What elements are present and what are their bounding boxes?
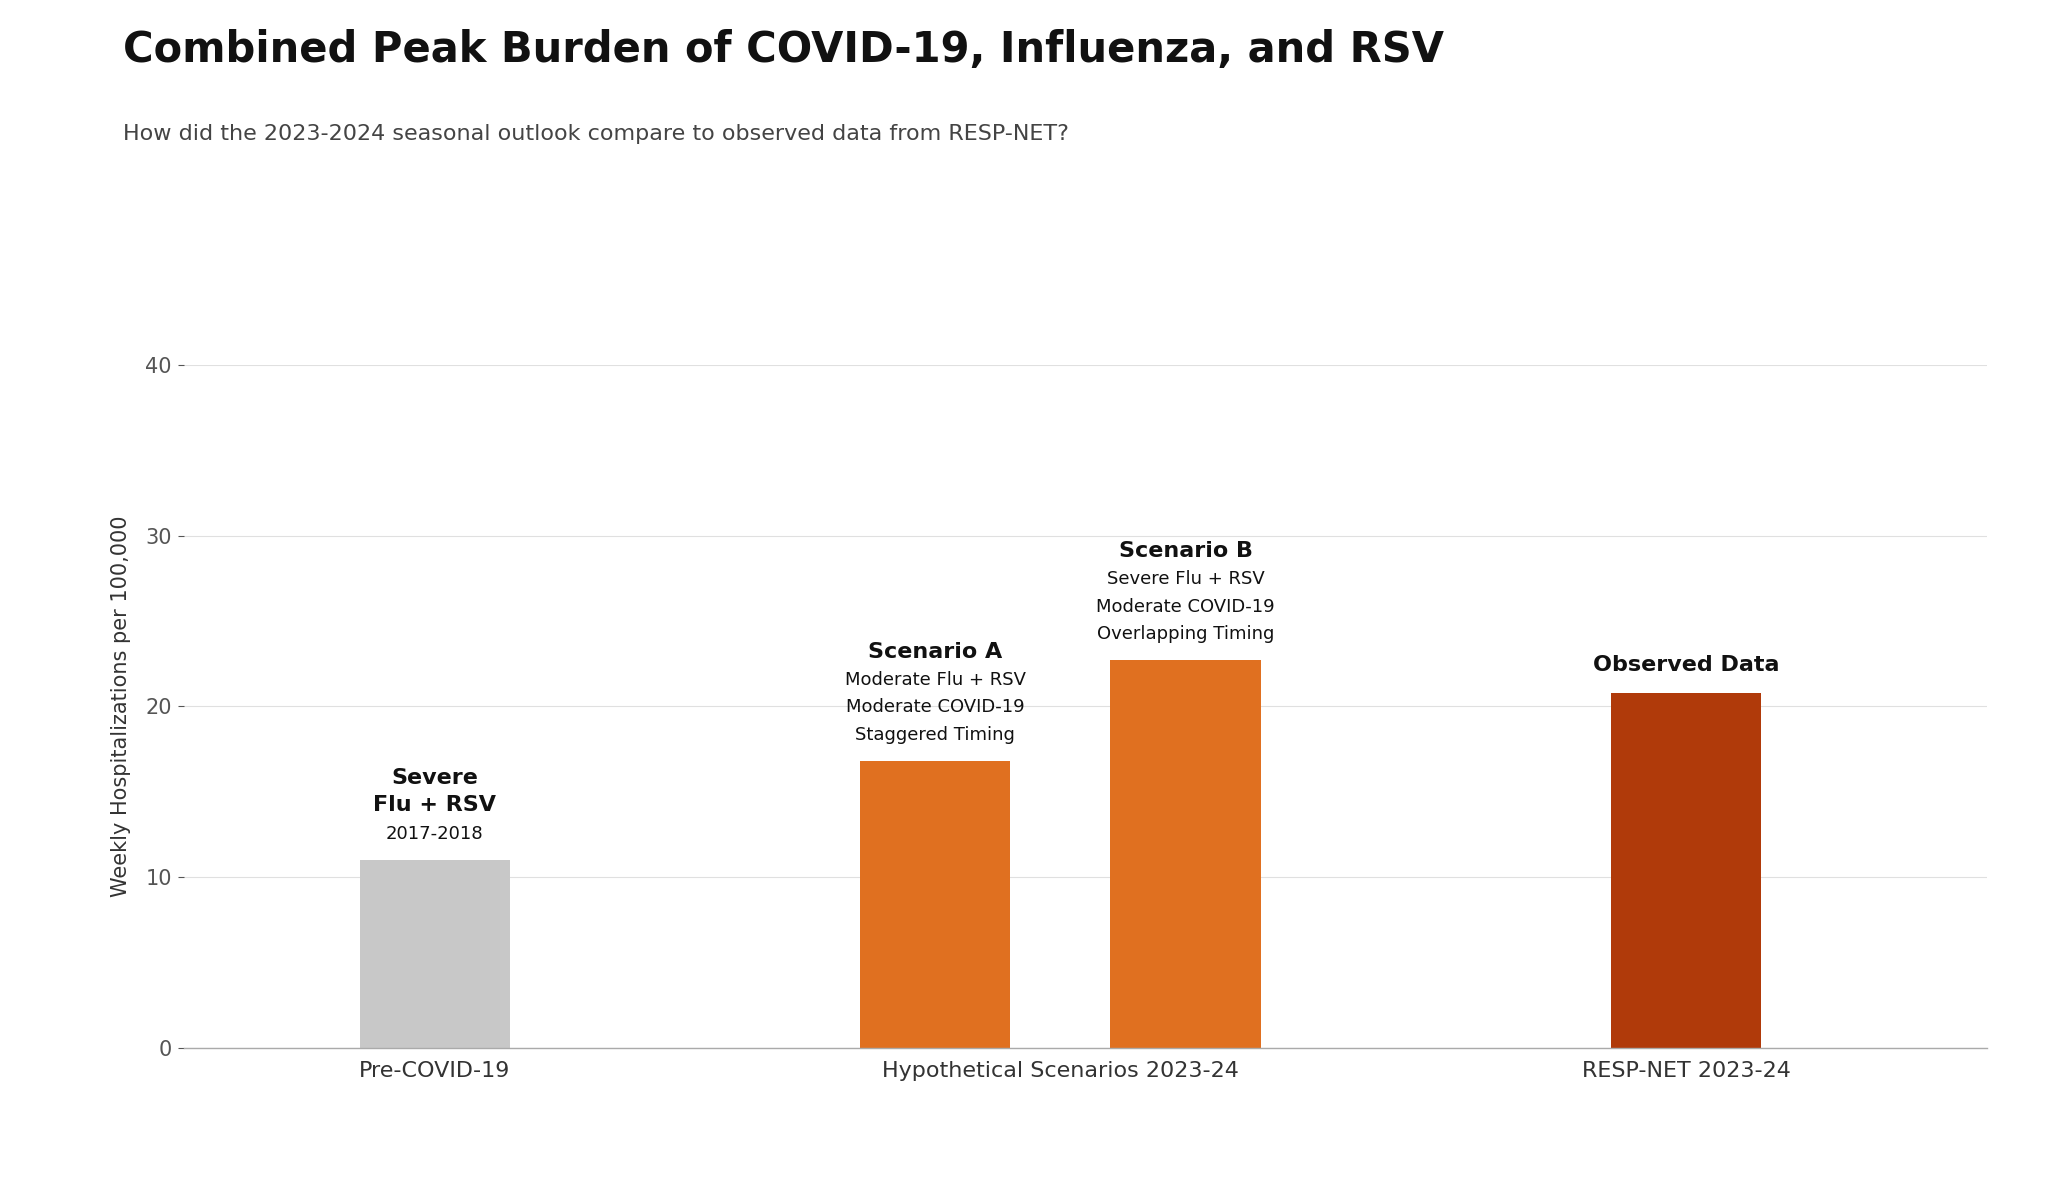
Text: Observed Data: Observed Data [1593,656,1780,676]
Bar [1612,692,1761,1048]
Text: Moderate COVID-19: Moderate COVID-19 [846,698,1024,717]
Bar [1110,660,1262,1048]
Text: Severe Flu + RSV: Severe Flu + RSV [1106,571,1264,588]
Text: Moderate Flu + RSV: Moderate Flu + RSV [844,671,1026,690]
Bar [860,760,1010,1048]
Text: Flu + RSV: Flu + RSV [373,796,496,816]
Text: 2017-2018: 2017-2018 [385,825,483,843]
Text: Staggered Timing: Staggered Timing [856,726,1016,744]
Bar [360,859,510,1048]
Text: Severe: Severe [391,769,477,789]
Text: Combined Peak Burden of COVID-19, Influenza, and RSV: Combined Peak Burden of COVID-19, Influe… [123,29,1444,72]
Text: Scenario B: Scenario B [1118,541,1253,561]
Text: How did the 2023-2024 seasonal outlook compare to observed data from RESP-NET?: How did the 2023-2024 seasonal outlook c… [123,124,1069,144]
Text: Scenario A: Scenario A [868,641,1001,661]
Text: Overlapping Timing: Overlapping Timing [1098,625,1274,643]
Y-axis label: Weekly Hospitalizations per 100,000: Weekly Hospitalizations per 100,000 [111,516,131,897]
Text: Moderate COVID-19: Moderate COVID-19 [1096,598,1274,616]
